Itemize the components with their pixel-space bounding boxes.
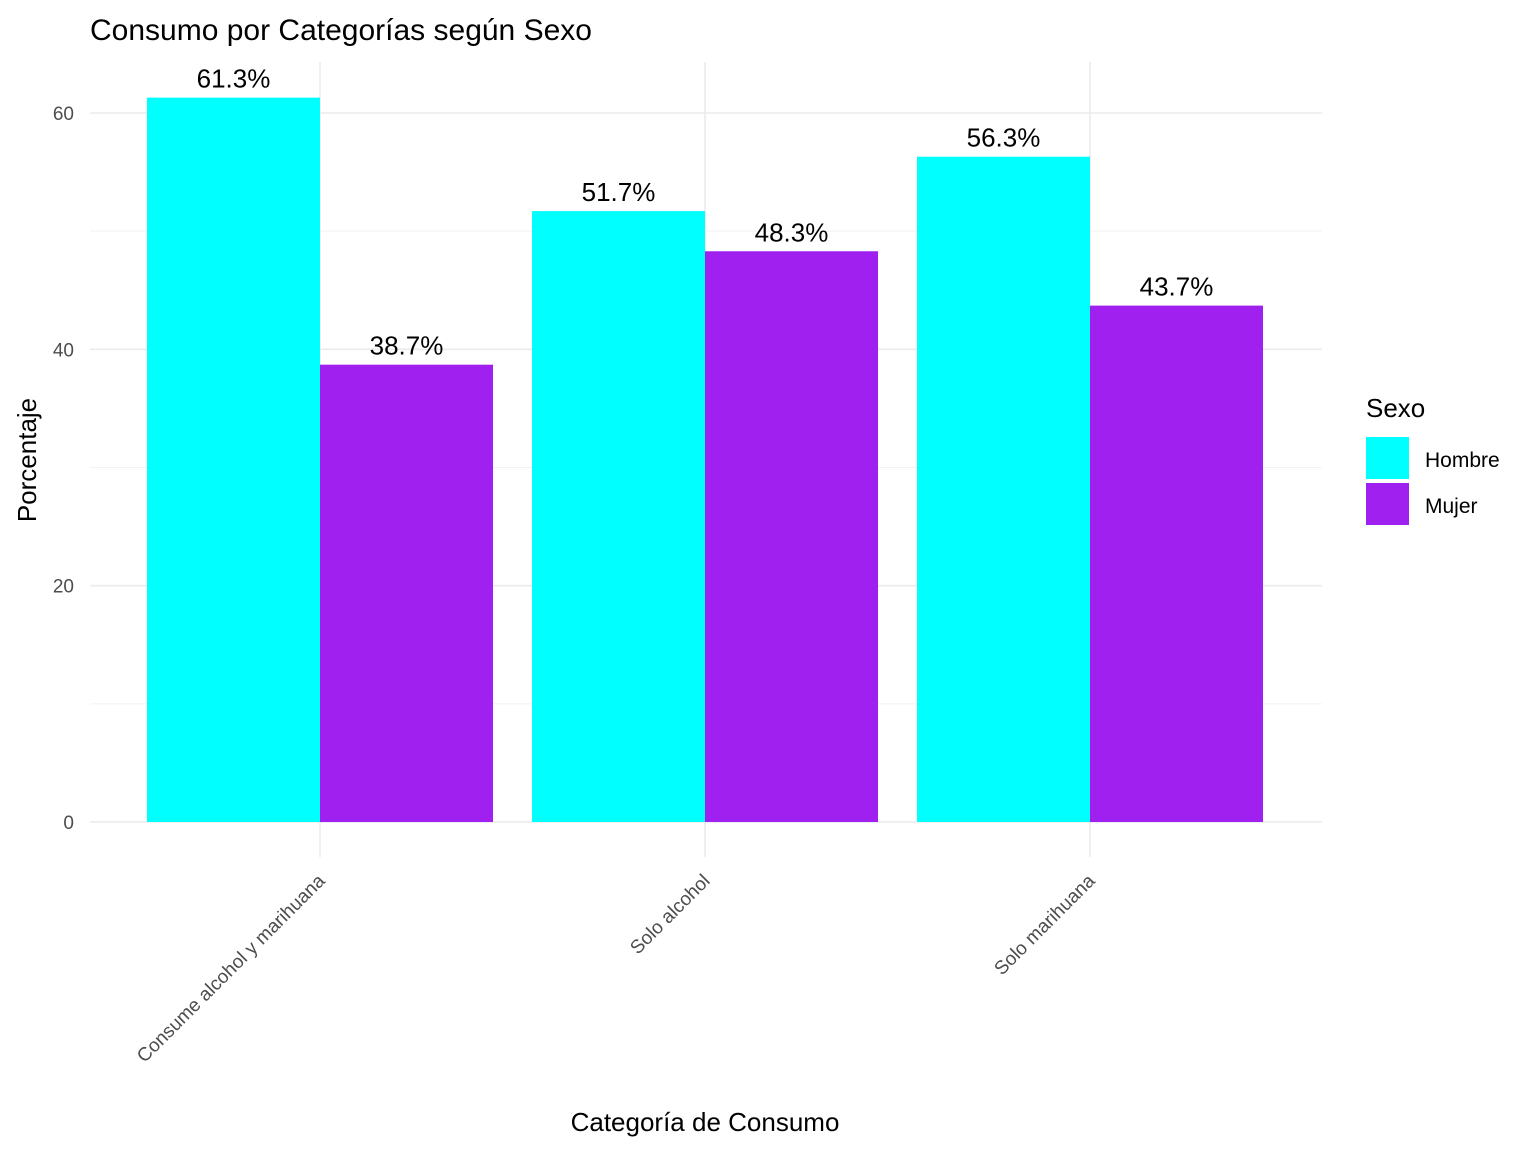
y-tick-label: 0 — [63, 813, 74, 834]
x-tick-label: Consume alcohol y marihuana — [133, 870, 330, 1067]
data-label: 51.7% — [582, 177, 656, 207]
y-tick-label: 60 — [53, 104, 74, 125]
x-tick-label: Solo alcohol — [626, 871, 714, 959]
bars — [147, 97, 1263, 823]
bar-hombre-3 — [917, 156, 1090, 822]
legend-label: Mujer — [1425, 495, 1478, 518]
data-label: 48.3% — [755, 217, 829, 247]
x-axis-ticks: Consume alcohol y marihuana Solo alcohol S… — [133, 870, 1100, 1067]
y-tick-label: 40 — [53, 340, 74, 361]
bar-hombre-1 — [147, 97, 320, 823]
bar-mujer-1 — [320, 364, 493, 822]
legend-key-mujer — [1366, 483, 1409, 525]
x-tick-label: Solo marihuana — [991, 870, 1100, 979]
data-label: 38.7% — [370, 331, 444, 361]
data-labels: 61.3% 51.7% 56.3% 38.7% 48.3% 43.7% — [197, 64, 1214, 361]
data-label: 61.3% — [197, 64, 271, 94]
legend-label: Hombre — [1425, 449, 1500, 472]
bar-mujer-2 — [705, 251, 878, 822]
legend-title: Sexo — [1366, 393, 1425, 423]
chart-title: Consumo por Categorías según Sexo — [90, 14, 592, 47]
legend: Sexo Hombre Mujer — [1366, 393, 1500, 525]
legend-key-hombre — [1366, 437, 1409, 479]
y-axis-ticks: 0 20 40 60 — [53, 104, 74, 834]
bar-mujer-3 — [1090, 305, 1263, 822]
x-axis-title: Categoría de Consumo — [571, 1107, 840, 1137]
data-label: 43.7% — [1140, 272, 1214, 302]
y-axis-title: Porcentaje — [12, 398, 42, 522]
bar-hombre-2 — [532, 211, 705, 822]
y-tick-label: 20 — [53, 577, 74, 598]
data-label: 56.3% — [967, 123, 1041, 153]
